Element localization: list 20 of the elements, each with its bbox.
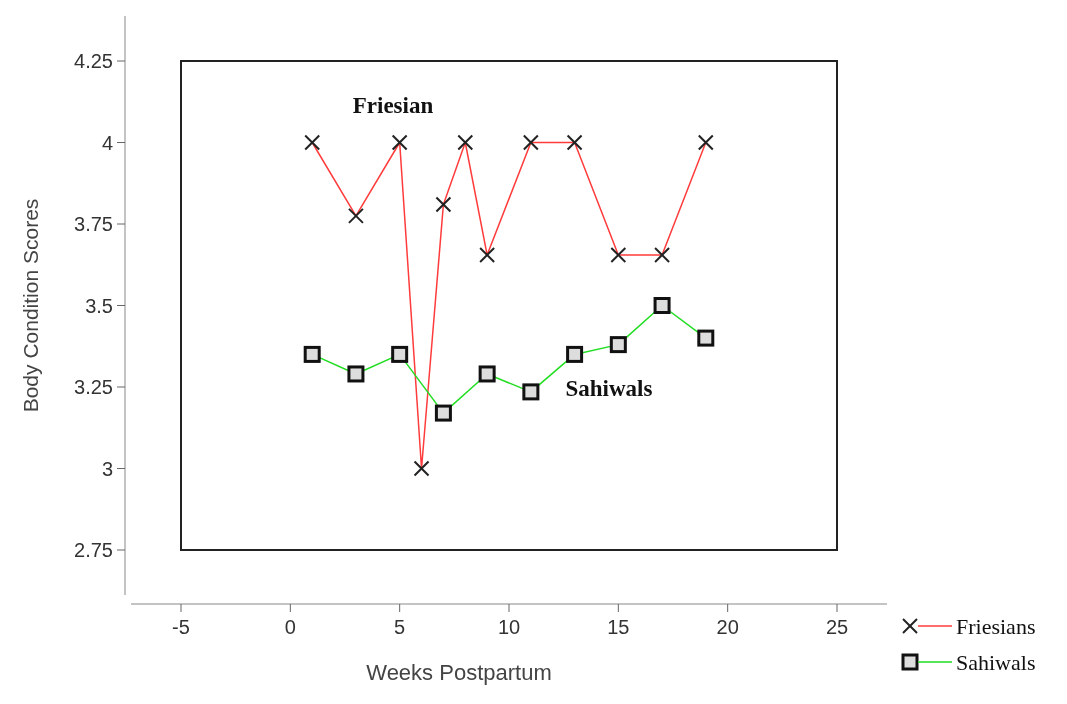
legend-label: Friesians — [956, 613, 1036, 639]
annotation: Friesian — [352, 93, 434, 118]
x-tick-label: -5 — [172, 616, 190, 638]
y-tick-label: 3 — [101, 457, 113, 480]
x-tick-label: 5 — [394, 616, 406, 638]
y-axis-title: Body Condition Scores — [19, 198, 42, 413]
y-tick-label: 4.25 — [74, 50, 113, 72]
legend-label: Sahiwals — [956, 649, 1036, 675]
x-tick-label: 10 — [497, 616, 521, 638]
y-tick-label: 3.25 — [74, 376, 113, 398]
annotation: Sahiwals — [565, 376, 653, 401]
x-tick-label: 15 — [607, 616, 630, 638]
y-tick-label: 4 — [101, 131, 113, 154]
x-axis-title: Weeks Postpartum — [366, 660, 552, 685]
x-tick-label: 0 — [284, 616, 296, 638]
x-tick-label: 25 — [825, 616, 849, 638]
x-tick-label: 20 — [716, 616, 739, 638]
y-tick-label: 3.5 — [85, 294, 113, 317]
y-tick-label: 3.75 — [74, 213, 113, 235]
y-tick-label: 2.75 — [74, 539, 113, 561]
